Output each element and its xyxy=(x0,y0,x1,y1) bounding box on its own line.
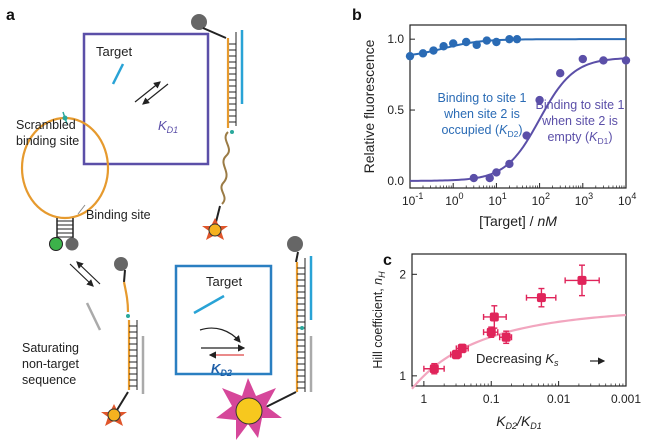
y-tick-label-c: 2 xyxy=(399,267,406,281)
data-point-b-0 xyxy=(482,36,492,45)
x-tick-label-b: 103 xyxy=(575,191,593,208)
chart-c: 1 0.1 0.01 0.001 1 2 Hill coefficient, nH KD2/K… xyxy=(371,253,641,431)
fluorophore-icon xyxy=(235,397,263,425)
switch-bound-top xyxy=(191,14,244,240)
plot-frame-b xyxy=(409,24,627,189)
annotation-kd2: when site 2 is xyxy=(443,107,520,121)
y-tick-label-b: 0.5 xyxy=(387,103,404,117)
data-point-b-1 xyxy=(578,54,587,64)
duplex-rungs xyxy=(229,43,236,123)
data-point-b-0 xyxy=(512,34,522,44)
kd2-label: KD2 xyxy=(211,361,232,378)
data-point-c xyxy=(457,343,467,353)
forward-arrow-icon xyxy=(134,81,161,103)
kd1-box: Target KD1 xyxy=(82,32,210,166)
x-tick-label-c: 1 xyxy=(421,392,428,406)
kd2-box: Target KD2 xyxy=(174,264,273,378)
quencher-icon xyxy=(114,257,128,271)
plot-frame-c xyxy=(411,253,627,387)
kd1-label: KD1 xyxy=(158,118,178,135)
data-point-b-0 xyxy=(472,40,481,50)
panel-letter-c: c xyxy=(383,252,392,269)
data-point-b-1 xyxy=(599,56,608,65)
data-point-b-1 xyxy=(535,95,544,105)
data-point-b-1 xyxy=(621,56,631,65)
quencher-icon xyxy=(287,236,303,252)
y-tick-label-b: 1.0 xyxy=(387,32,404,46)
binding-site-label: Binding site xyxy=(86,208,151,222)
data-point-b-0 xyxy=(449,39,458,48)
fluorophore-green-icon xyxy=(49,237,63,251)
annotation-kd1: when site 2 is xyxy=(541,114,618,128)
annotation-kd1: Binding to site 1 xyxy=(536,98,625,112)
scrambled-label-1: Scrambled xyxy=(16,118,76,132)
saturating-label-1: Saturating xyxy=(22,341,79,355)
data-point-b-0 xyxy=(505,34,514,44)
data-point-b-1 xyxy=(492,168,501,177)
fluorophore-icon xyxy=(208,223,222,237)
annotation-kd1: empty (KD1) xyxy=(547,130,612,146)
data-point-b-1 xyxy=(522,131,531,140)
data-point-b-0 xyxy=(418,49,428,58)
x-tick-label-c: 0.001 xyxy=(611,392,641,406)
switch-bound-bottom xyxy=(216,236,313,440)
x-tick-label-c: 0.1 xyxy=(483,392,500,406)
x-axis-title-b: [Target] / nM xyxy=(479,213,557,229)
data-point-c xyxy=(429,364,439,374)
annotation-kd2: occupied (KD2) xyxy=(441,123,522,139)
x-tick-label-b: 102 xyxy=(532,191,550,208)
saturating-label-2: non-target xyxy=(22,357,80,371)
reverse-arrow-icon xyxy=(76,261,101,285)
target-strand-icon xyxy=(193,294,225,315)
fluorophore-icon xyxy=(107,408,121,422)
target-strand-icon xyxy=(111,63,125,85)
panel-letter-b: b xyxy=(352,7,362,24)
quencher-grey-icon xyxy=(65,237,79,251)
reverse-arrow-icon xyxy=(142,83,169,105)
data-point-c xyxy=(486,327,496,337)
data-point-c xyxy=(577,275,587,285)
quencher-icon xyxy=(191,14,207,30)
data-point-b-0 xyxy=(405,51,415,61)
data-point-c xyxy=(489,312,499,322)
y-tick-label-b: 0.0 xyxy=(387,174,404,188)
fit-line-b-1 xyxy=(409,57,627,182)
x-axis-title-c: KD2/KD1 xyxy=(496,413,542,431)
annotation-kd2: Binding to site 1 xyxy=(438,91,527,105)
data-point-b-1 xyxy=(505,159,514,169)
box2-title: Target xyxy=(206,274,243,289)
panel-letter-a: a xyxy=(6,7,15,24)
x-tick-label-b: 10-1 xyxy=(402,191,423,208)
data-point-b-1 xyxy=(556,68,565,78)
data-point-b-0 xyxy=(462,37,471,47)
y-tick-label-c: 1 xyxy=(399,369,406,383)
saturating-label-3: sequence xyxy=(22,373,76,387)
annotation-decreasing-ks: Decreasing Ks xyxy=(476,351,559,368)
x-tick-label-c: 0.01 xyxy=(547,392,571,406)
switch-nontarget-bound xyxy=(101,257,145,426)
x-tick-label-b: 100 xyxy=(445,191,463,208)
data-point-c xyxy=(536,293,546,303)
data-point-b-0 xyxy=(439,42,448,51)
nontarget-strand-icon xyxy=(85,302,102,331)
chart-b: 10-1 100 101 102 103 104 0.0 0.5 1.0 Relative flu… xyxy=(361,24,636,229)
data-point-b-1 xyxy=(469,173,479,183)
y-axis-title-b: Relative fluorescence xyxy=(361,39,377,173)
scrambled-label-2: binding site xyxy=(16,134,79,148)
switch-loop: Scrambled binding site Binding site xyxy=(16,111,151,251)
data-point-b-0 xyxy=(429,46,438,55)
x-tick-label-b: 101 xyxy=(488,191,506,208)
x-tick-label-b: 104 xyxy=(618,191,636,208)
forward-arrow-icon xyxy=(199,327,241,343)
fit-line-c xyxy=(411,313,627,390)
data-point-b-0 xyxy=(492,37,501,47)
data-point-b-1 xyxy=(485,173,494,183)
data-point-c xyxy=(501,332,511,342)
y-axis-title-c: Hill coefficient, nH xyxy=(371,271,387,369)
box1-title: Target xyxy=(96,44,133,59)
forward-arrow-icon xyxy=(69,263,94,287)
